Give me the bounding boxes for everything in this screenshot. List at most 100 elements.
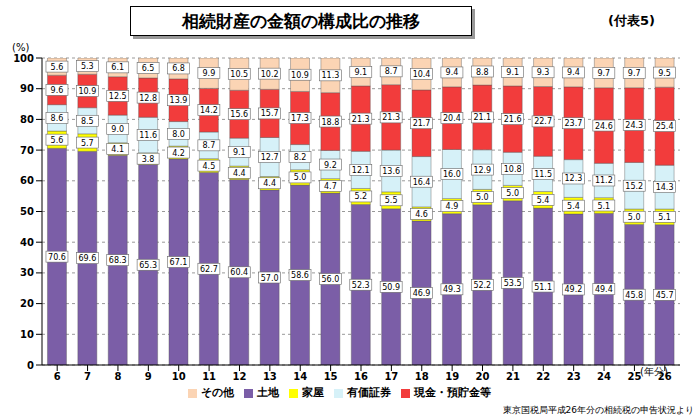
svg-text:5.0: 5.0 xyxy=(294,173,307,182)
svg-text:9.7: 9.7 xyxy=(597,69,610,78)
svg-text:9.4: 9.4 xyxy=(446,68,459,77)
svg-text:9.3: 9.3 xyxy=(537,68,550,77)
svg-text:4.7: 4.7 xyxy=(324,182,337,191)
svg-text:8.0: 8.0 xyxy=(172,130,185,139)
svg-text:10.8: 10.8 xyxy=(504,165,522,174)
svg-text:4.4: 4.4 xyxy=(263,179,276,188)
svg-text:20: 20 xyxy=(20,298,34,309)
svg-text:8: 8 xyxy=(114,371,121,382)
svg-text:10.5: 10.5 xyxy=(230,70,248,79)
svg-text:9.1: 9.1 xyxy=(354,68,367,77)
svg-text:5.7: 5.7 xyxy=(81,139,94,148)
svg-text:7: 7 xyxy=(84,371,91,382)
svg-text:68.3: 68.3 xyxy=(109,256,127,265)
svg-text:18.8: 18.8 xyxy=(321,118,339,127)
svg-text:12.8: 12.8 xyxy=(139,94,157,103)
svg-text:58.6: 58.6 xyxy=(291,271,309,280)
svg-text:5.0: 5.0 xyxy=(476,193,489,202)
svg-text:30: 30 xyxy=(20,267,34,278)
svg-text:80: 80 xyxy=(20,114,34,125)
svg-text:16: 16 xyxy=(354,371,368,382)
svg-text:60.4: 60.4 xyxy=(230,268,248,277)
svg-text:17.3: 17.3 xyxy=(291,114,309,123)
svg-text:23: 23 xyxy=(567,371,581,382)
svg-text:22: 22 xyxy=(536,371,550,382)
svg-text:4.5: 4.5 xyxy=(203,162,216,171)
svg-text:20.4: 20.4 xyxy=(443,114,461,123)
svg-text:8.2: 8.2 xyxy=(294,153,307,162)
svg-text:9: 9 xyxy=(145,371,152,382)
svg-text:14: 14 xyxy=(293,371,307,382)
svg-text:25: 25 xyxy=(627,371,641,382)
svg-text:21.7: 21.7 xyxy=(413,119,431,128)
svg-text:12: 12 xyxy=(233,371,247,382)
svg-text:15.7: 15.7 xyxy=(261,109,279,118)
svg-text:10.9: 10.9 xyxy=(291,71,309,80)
svg-text:69.6: 69.6 xyxy=(78,254,96,263)
svg-text:4.1: 4.1 xyxy=(111,145,124,154)
svg-text:10.4: 10.4 xyxy=(413,70,431,79)
svg-text:5.0: 5.0 xyxy=(628,213,641,222)
svg-text:9.9: 9.9 xyxy=(203,69,216,78)
svg-text:21.1: 21.1 xyxy=(473,113,491,122)
svg-text:5.6: 5.6 xyxy=(51,63,64,72)
svg-text:5.4: 5.4 xyxy=(567,202,580,211)
svg-text:4.6: 4.6 xyxy=(415,210,428,219)
svg-text:52.2: 52.2 xyxy=(473,281,491,290)
svg-text:10.9: 10.9 xyxy=(78,87,96,96)
svg-text:6.5: 6.5 xyxy=(142,64,155,73)
svg-text:46.9: 46.9 xyxy=(413,289,431,298)
svg-text:9.7: 9.7 xyxy=(628,69,641,78)
svg-text:21.3: 21.3 xyxy=(352,115,370,124)
svg-text:56.0: 56.0 xyxy=(321,275,339,284)
svg-text:5.1: 5.1 xyxy=(597,202,610,211)
svg-text:15: 15 xyxy=(324,371,338,382)
svg-text:20: 20 xyxy=(476,371,490,382)
svg-text:49.3: 49.3 xyxy=(443,285,461,294)
svg-text:25.4: 25.4 xyxy=(656,122,674,131)
svg-text:9.5: 9.5 xyxy=(658,69,671,78)
svg-text:8.7: 8.7 xyxy=(385,67,398,76)
svg-text:11.6: 11.6 xyxy=(139,131,157,140)
svg-text:12.1: 12.1 xyxy=(352,166,370,175)
svg-text:21.3: 21.3 xyxy=(382,113,400,122)
svg-text:12.9: 12.9 xyxy=(473,166,491,175)
svg-text:70.6: 70.6 xyxy=(48,253,66,262)
svg-text:10.2: 10.2 xyxy=(261,70,279,79)
svg-text:45.8: 45.8 xyxy=(625,291,643,300)
svg-text:12.3: 12.3 xyxy=(565,174,583,183)
svg-text:6.8: 6.8 xyxy=(172,64,185,73)
svg-text:57.0: 57.0 xyxy=(261,274,279,283)
svg-text:16.0: 16.0 xyxy=(443,170,461,179)
svg-text:53.5: 53.5 xyxy=(504,279,522,288)
svg-text:3.8: 3.8 xyxy=(142,155,155,164)
svg-text:10: 10 xyxy=(172,371,186,382)
svg-text:8.6: 8.6 xyxy=(51,114,64,123)
svg-text:12.5: 12.5 xyxy=(109,92,127,101)
svg-text:8.7: 8.7 xyxy=(203,141,216,150)
svg-text:5.6: 5.6 xyxy=(51,136,64,145)
svg-text:14.2: 14.2 xyxy=(200,106,218,115)
svg-text:5.4: 5.4 xyxy=(537,196,550,205)
svg-text:5.5: 5.5 xyxy=(385,196,398,205)
svg-text:19: 19 xyxy=(445,371,459,382)
svg-text:9.1: 9.1 xyxy=(233,148,246,157)
svg-text:5.1: 5.1 xyxy=(658,213,671,222)
svg-text:6.1: 6.1 xyxy=(111,63,124,72)
svg-text:26: 26 xyxy=(658,371,672,382)
svg-text:62.7: 62.7 xyxy=(200,265,218,274)
svg-text:10: 10 xyxy=(20,329,34,340)
svg-text:5.2: 5.2 xyxy=(354,192,367,201)
svg-text:8.8: 8.8 xyxy=(476,68,489,77)
svg-text:9.6: 9.6 xyxy=(51,86,64,95)
svg-text:15.6: 15.6 xyxy=(230,110,248,119)
svg-text:70: 70 xyxy=(20,145,34,156)
svg-text:11.5: 11.5 xyxy=(534,170,552,179)
svg-text:14.3: 14.3 xyxy=(656,183,674,192)
svg-text:60: 60 xyxy=(20,175,34,186)
svg-text:15.2: 15.2 xyxy=(625,182,643,191)
svg-text:24: 24 xyxy=(597,371,611,382)
svg-text:9.1: 9.1 xyxy=(506,68,519,77)
svg-text:21.6: 21.6 xyxy=(504,115,522,124)
svg-text:9.0: 9.0 xyxy=(111,125,124,134)
